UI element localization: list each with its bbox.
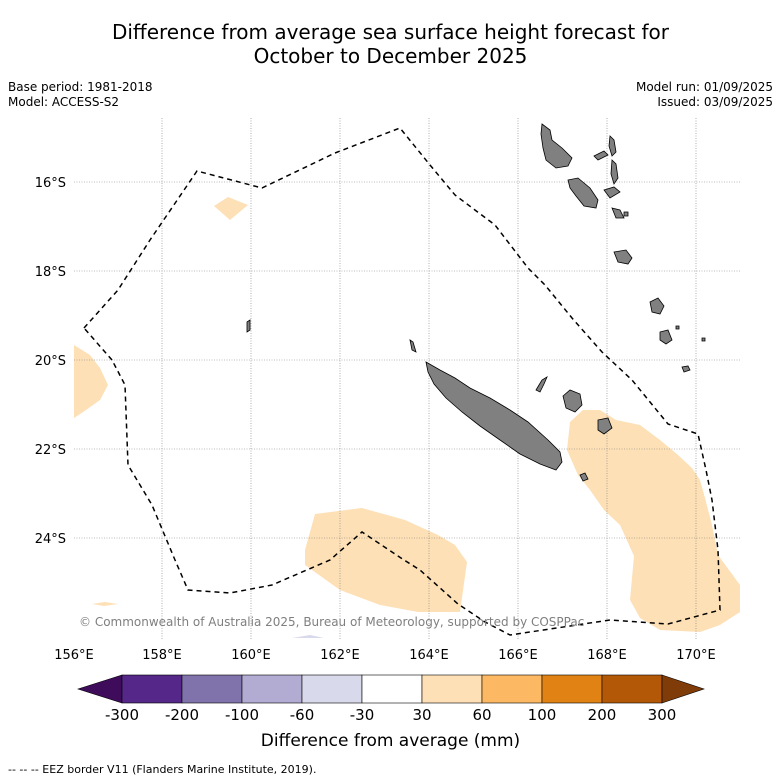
colorbar-extend-high bbox=[661, 674, 705, 704]
loyalty-island-mare bbox=[597, 417, 613, 435]
colorbar-segment bbox=[301, 674, 363, 704]
colorbar-segment bbox=[481, 674, 543, 704]
colorbar-tick: -100 bbox=[225, 706, 259, 724]
issued-date: Issued: 03/09/2025 bbox=[657, 95, 773, 109]
lat-label-20s: 20°S bbox=[35, 354, 66, 369]
colorbar-segment bbox=[601, 674, 663, 704]
anomaly-area-south bbox=[305, 508, 467, 612]
vanuatu-malekula bbox=[567, 177, 599, 209]
anomaly-area-sliver-south bbox=[92, 602, 118, 606]
lon-label-168e: 168°E bbox=[587, 648, 627, 663]
vanuatu-erromango bbox=[649, 297, 665, 315]
vanuatu-pentecost bbox=[610, 159, 619, 185]
anomaly-area-negative bbox=[292, 635, 324, 638]
lon-label-158e: 158°E bbox=[142, 648, 182, 663]
colorbar-tick: -60 bbox=[290, 706, 315, 724]
colorbar-segment bbox=[361, 674, 423, 704]
vanuatu-efate bbox=[613, 249, 633, 265]
model-name: Model: ACCESS-S2 bbox=[8, 95, 120, 109]
eez-border-closure bbox=[83, 327, 113, 361]
isle-of-pines bbox=[579, 472, 589, 482]
graticule bbox=[74, 118, 740, 640]
land bbox=[246, 123, 706, 482]
meta-left: Base period: 1981-2018 Model: ACCESS-S2 bbox=[8, 80, 153, 110]
lat-label-24s: 24°S bbox=[35, 532, 66, 547]
colorbar-tick: -200 bbox=[165, 706, 199, 724]
colorbar-segment bbox=[241, 674, 303, 704]
vanuatu-maewo bbox=[608, 135, 617, 157]
vanuatu-espiritu-santo bbox=[540, 123, 573, 169]
colorbar-extend-low bbox=[77, 674, 123, 704]
colorbar-segment bbox=[121, 674, 183, 704]
colorbar-tick: 200 bbox=[588, 706, 617, 724]
title-line-1: Difference from average sea surface heig… bbox=[111, 20, 670, 44]
colorbar bbox=[77, 674, 705, 704]
lon-label-156e: 156°E bbox=[54, 648, 94, 663]
lat-label-16s: 16°S bbox=[35, 176, 66, 191]
belep-islands bbox=[409, 339, 417, 353]
map-title: Difference from average sea surface heig… bbox=[0, 20, 781, 68]
new-caledonia-land bbox=[425, 361, 563, 471]
colorbar-tick: 300 bbox=[648, 706, 677, 724]
meta-right: Model run: 01/09/2025 Issued: 03/09/2025 bbox=[636, 80, 773, 110]
vanuatu-ambae bbox=[593, 150, 609, 161]
lat-label-22s: 22°S bbox=[35, 443, 66, 458]
lon-label-162e: 162°E bbox=[320, 648, 360, 663]
colorbar-segment bbox=[181, 674, 243, 704]
lon-label-160e: 160°E bbox=[231, 648, 271, 663]
anomaly-areas bbox=[74, 197, 740, 638]
colorbar-tick: -300 bbox=[105, 706, 139, 724]
eez-border bbox=[83, 127, 721, 636]
vanuatu-aneityum bbox=[681, 365, 691, 373]
colorbar-segment bbox=[421, 674, 483, 704]
base-period: Base period: 1981-2018 bbox=[8, 80, 153, 94]
colorbar-tick: 60 bbox=[472, 706, 491, 724]
longitude-labels: 156°E 158°E 160°E 162°E 164°E 166°E 168°… bbox=[54, 648, 716, 663]
colorbar-title: Difference from average (mm) bbox=[260, 731, 521, 751]
model-run: Model run: 01/09/2025 bbox=[635, 80, 773, 94]
lat-label-18s: 18°S bbox=[35, 265, 66, 280]
loyalty-island-ouvea bbox=[535, 376, 548, 393]
vanuatu-small-isle-3 bbox=[675, 325, 680, 330]
lon-label-170e: 170°E bbox=[676, 648, 716, 663]
vanuatu-tanna bbox=[659, 329, 673, 345]
colorbar-tick-labels: -300 -200 -100 -60 -30 30 60 100 200 300 bbox=[105, 706, 676, 724]
vanuatu-ambrym bbox=[603, 186, 621, 199]
vanuatu-small-isle-2 bbox=[701, 337, 706, 342]
colorbar-tick: 100 bbox=[528, 706, 557, 724]
latitude-labels: 16°S 18°S 20°S 22°S 24°S bbox=[35, 176, 66, 547]
vanuatu-small-isle-1 bbox=[623, 211, 629, 217]
lon-label-166e: 166°E bbox=[498, 648, 538, 663]
anomaly-area-west bbox=[74, 345, 108, 418]
colorbar-segment bbox=[541, 674, 603, 704]
eez-legend-footer: -- -- -- EEZ border V11 (Flanders Marine… bbox=[8, 763, 317, 776]
loyalty-island-lifou bbox=[562, 389, 583, 413]
chesterfield-islet bbox=[246, 319, 251, 333]
anomaly-area-east bbox=[567, 410, 740, 632]
copyright-text: © Commonwealth of Australia 2025, Bureau… bbox=[79, 615, 584, 629]
lon-label-164e: 164°E bbox=[409, 648, 449, 663]
title-line-2: October to December 2025 bbox=[253, 44, 528, 68]
vanuatu-epi bbox=[611, 207, 625, 219]
colorbar-tick: -30 bbox=[350, 706, 375, 724]
colorbar-tick: 30 bbox=[412, 706, 431, 724]
anomaly-area-north bbox=[214, 197, 248, 220]
